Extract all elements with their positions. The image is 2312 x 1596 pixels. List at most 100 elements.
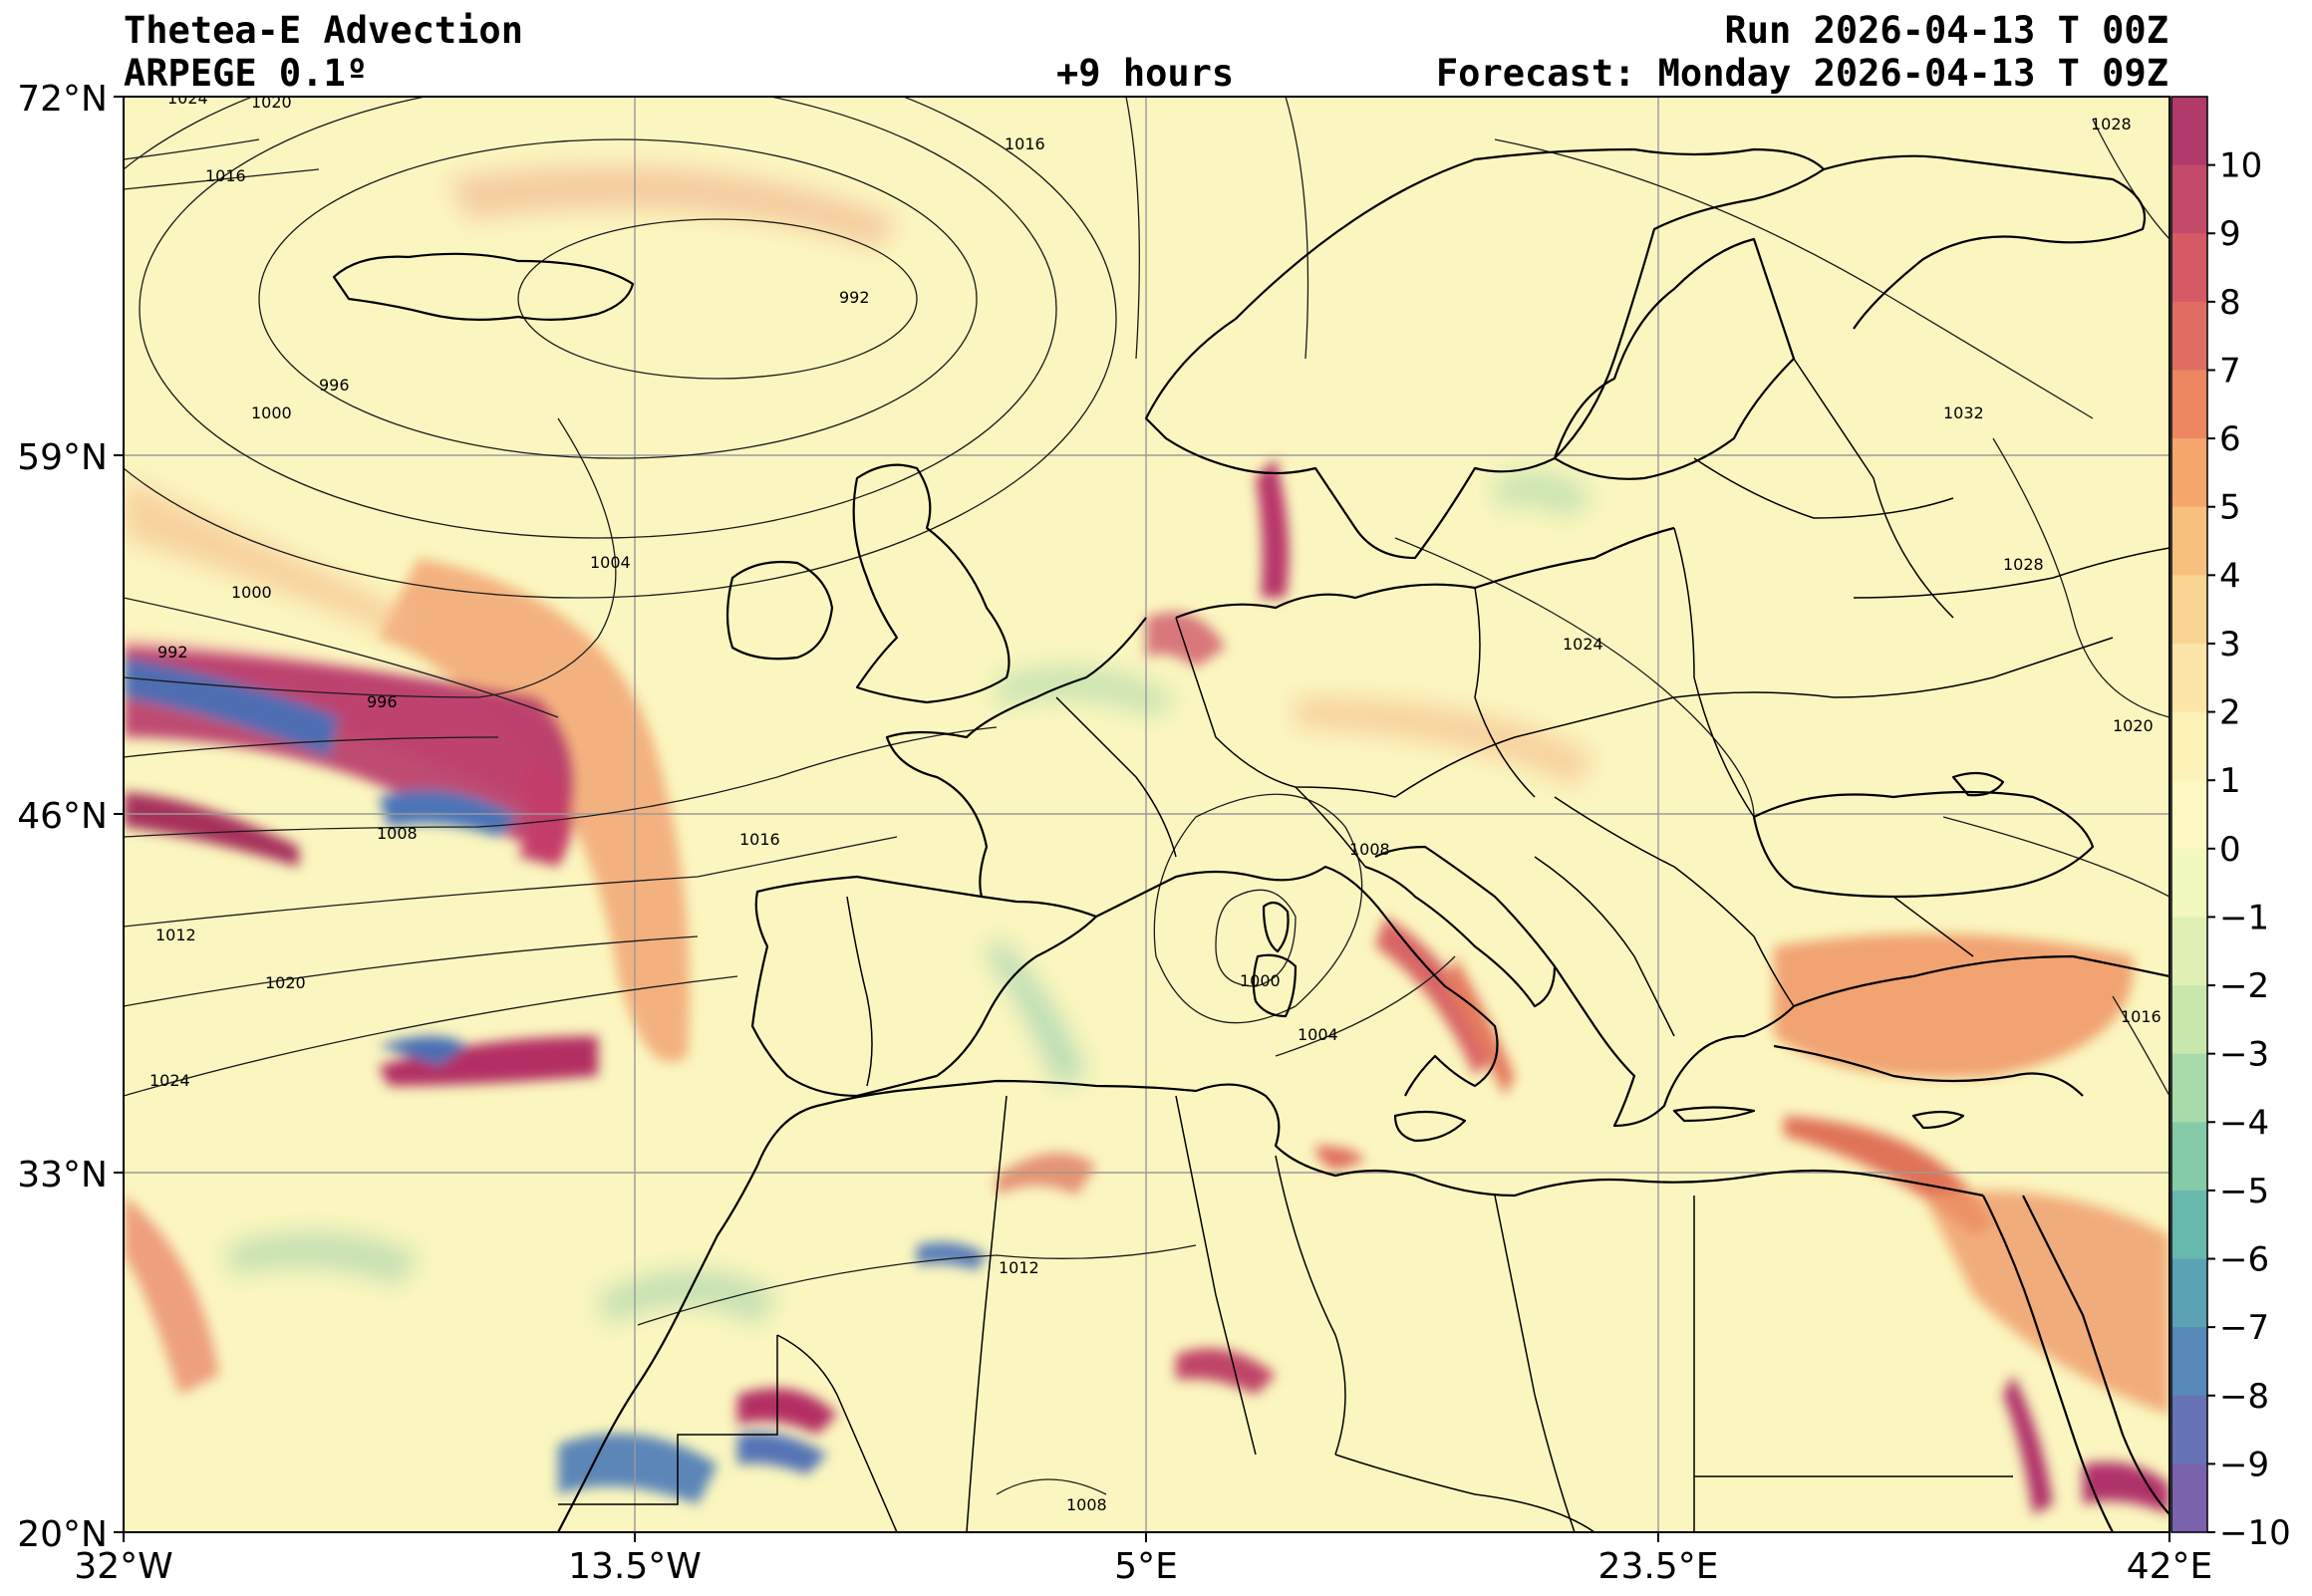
colorbar-segment <box>2171 1122 2207 1192</box>
colorbar-tick-label: 3 <box>2219 625 2241 665</box>
colorbar-segment <box>2171 917 2207 986</box>
colorbar-tick-label: −5 <box>2219 1172 2269 1211</box>
great-britain-outline <box>852 463 1011 704</box>
iceland-outline <box>332 252 635 321</box>
isobar-label: 1024 <box>149 1071 190 1090</box>
colorbar-segment <box>2171 575 2207 645</box>
colorbar-tick-label: −7 <box>2219 1308 2269 1348</box>
lat-label: 33°N <box>17 1155 108 1196</box>
arabia-coast <box>2022 1195 2169 1515</box>
colorbar-segment <box>2171 643 2207 713</box>
isobar-label: 1032 <box>1943 403 1984 422</box>
isobar-label: 1008 <box>1066 1495 1107 1514</box>
lon-axis: 32°W 13.5°W 5°E 23.5°E 42°E <box>74 1532 2212 1587</box>
run-label: Run 2026-04-13 T 00Z <box>1724 9 2168 52</box>
borders <box>558 358 2169 1532</box>
lon-label: 13.5°W <box>568 1546 702 1587</box>
lead-time-label: +9 hours <box>1056 52 1235 95</box>
gridlines <box>124 97 2169 1532</box>
baltic-coast <box>1175 526 1675 620</box>
colorbar-tick-label: 6 <box>2219 419 2241 459</box>
isobar-label: 1024 <box>167 89 208 108</box>
isobar-label: 996 <box>319 376 350 395</box>
isobar-label: 1020 <box>2113 716 2154 735</box>
lon-label: 42°E <box>2127 1546 2213 1587</box>
med-north-coast <box>1095 865 1499 1097</box>
colorbar-segment <box>2171 506 2207 576</box>
isobar-label: 1004 <box>590 553 631 572</box>
advection-field <box>124 458 2169 1514</box>
colorbar-segment <box>2171 233 2207 303</box>
isobar-label: 1012 <box>999 1258 1039 1277</box>
red-sea-coast <box>1982 1195 2114 1532</box>
adriatic-coast <box>1364 845 1557 1008</box>
turkey-south-coast <box>1773 1044 2084 1097</box>
colorbar-segment <box>2171 1395 2207 1464</box>
isobar-label: 992 <box>157 643 188 662</box>
corsica-outline <box>1262 901 1290 953</box>
colorbar-segment <box>2171 301 2207 372</box>
colorbar-segment <box>2171 1327 2207 1397</box>
colorbar-tick-label: −9 <box>2219 1445 2269 1484</box>
isobar-label: 1000 <box>231 583 272 602</box>
isobar-label: 996 <box>367 692 398 711</box>
colorbar-tick-label: 7 <box>2219 351 2241 391</box>
isobars <box>124 97 2169 1495</box>
lon-label: 23.5°E <box>1598 1546 1719 1587</box>
iberia-outline <box>750 875 1098 1098</box>
lon-label: 32°W <box>74 1546 172 1587</box>
colorbar-segment <box>2171 711 2207 781</box>
sardinia-outline <box>1252 953 1298 1018</box>
coastlines <box>332 147 2169 1532</box>
isobar-labels: 1024 1020 1016 1016 992 996 1000 1004 10… <box>149 89 2162 1514</box>
colorbar-frame <box>2170 96 2208 1533</box>
colorbar-tick-label: −1 <box>2219 898 2269 937</box>
crete-outline <box>1672 1106 1756 1123</box>
colorbar-tick-label: 0 <box>2219 830 2241 870</box>
model-label: ARPEGE 0.1º <box>124 52 369 95</box>
isobar-label: 1016 <box>1005 134 1045 153</box>
balkan-coast <box>1554 965 1795 1128</box>
sicily-outline <box>1393 1110 1467 1143</box>
lat-axis: 72°N 59°N 46°N 33°N 20°N <box>17 79 124 1555</box>
lat-label: 20°N <box>17 1514 108 1555</box>
france-coast <box>885 617 1147 898</box>
colorbar-segment <box>2171 1463 2207 1533</box>
lat-label: 46°N <box>17 796 108 837</box>
isobar-label: 1028 <box>2091 115 2132 133</box>
isobar-label: 1016 <box>205 166 246 185</box>
isobar-label: 1028 <box>2003 555 2044 574</box>
north-africa-coast <box>755 1079 1984 1197</box>
colorbar-segment <box>2171 1190 2207 1260</box>
colorbar-segment <box>2171 1258 2207 1328</box>
colorbar-tick-label: −10 <box>2219 1513 2291 1553</box>
isobar-label: 1016 <box>739 830 780 849</box>
colorbar-tick-label: −2 <box>2219 966 2269 1006</box>
isobar-label: 1016 <box>2121 1007 2162 1026</box>
colorbar-tick-label: 4 <box>2219 556 2241 596</box>
azov-outline <box>1951 771 2005 797</box>
advection-field-soft <box>124 165 1594 1325</box>
finland-coast <box>1553 237 1796 480</box>
colorbar-tick-label: 8 <box>2219 283 2241 323</box>
colorbar-segment <box>2171 370 2207 439</box>
colorbar-tick-label: 10 <box>2219 146 2262 186</box>
black-sea-outline <box>1752 790 2095 899</box>
colorbar-tick-label: 9 <box>2219 214 2241 254</box>
colorbar-segment <box>2171 848 2207 919</box>
colorbar-tick-label: 1 <box>2219 761 2241 801</box>
isobar-label: 1000 <box>1240 971 1281 990</box>
colorbar-segment <box>2171 1053 2207 1123</box>
lat-label: 72°N <box>17 79 108 120</box>
scandinavia-outline <box>1144 147 1826 560</box>
colorbar-segment <box>2171 97 2207 166</box>
turkey-coast <box>1793 954 2169 1008</box>
colorbar-segment <box>2171 438 2207 508</box>
lon-label: 5°E <box>1114 1546 1178 1587</box>
isobar-label: 1000 <box>251 403 292 422</box>
isobar-label: 1024 <box>1563 635 1603 654</box>
colorbar-tick-label: 2 <box>2219 693 2241 733</box>
ireland-outline <box>725 560 834 661</box>
